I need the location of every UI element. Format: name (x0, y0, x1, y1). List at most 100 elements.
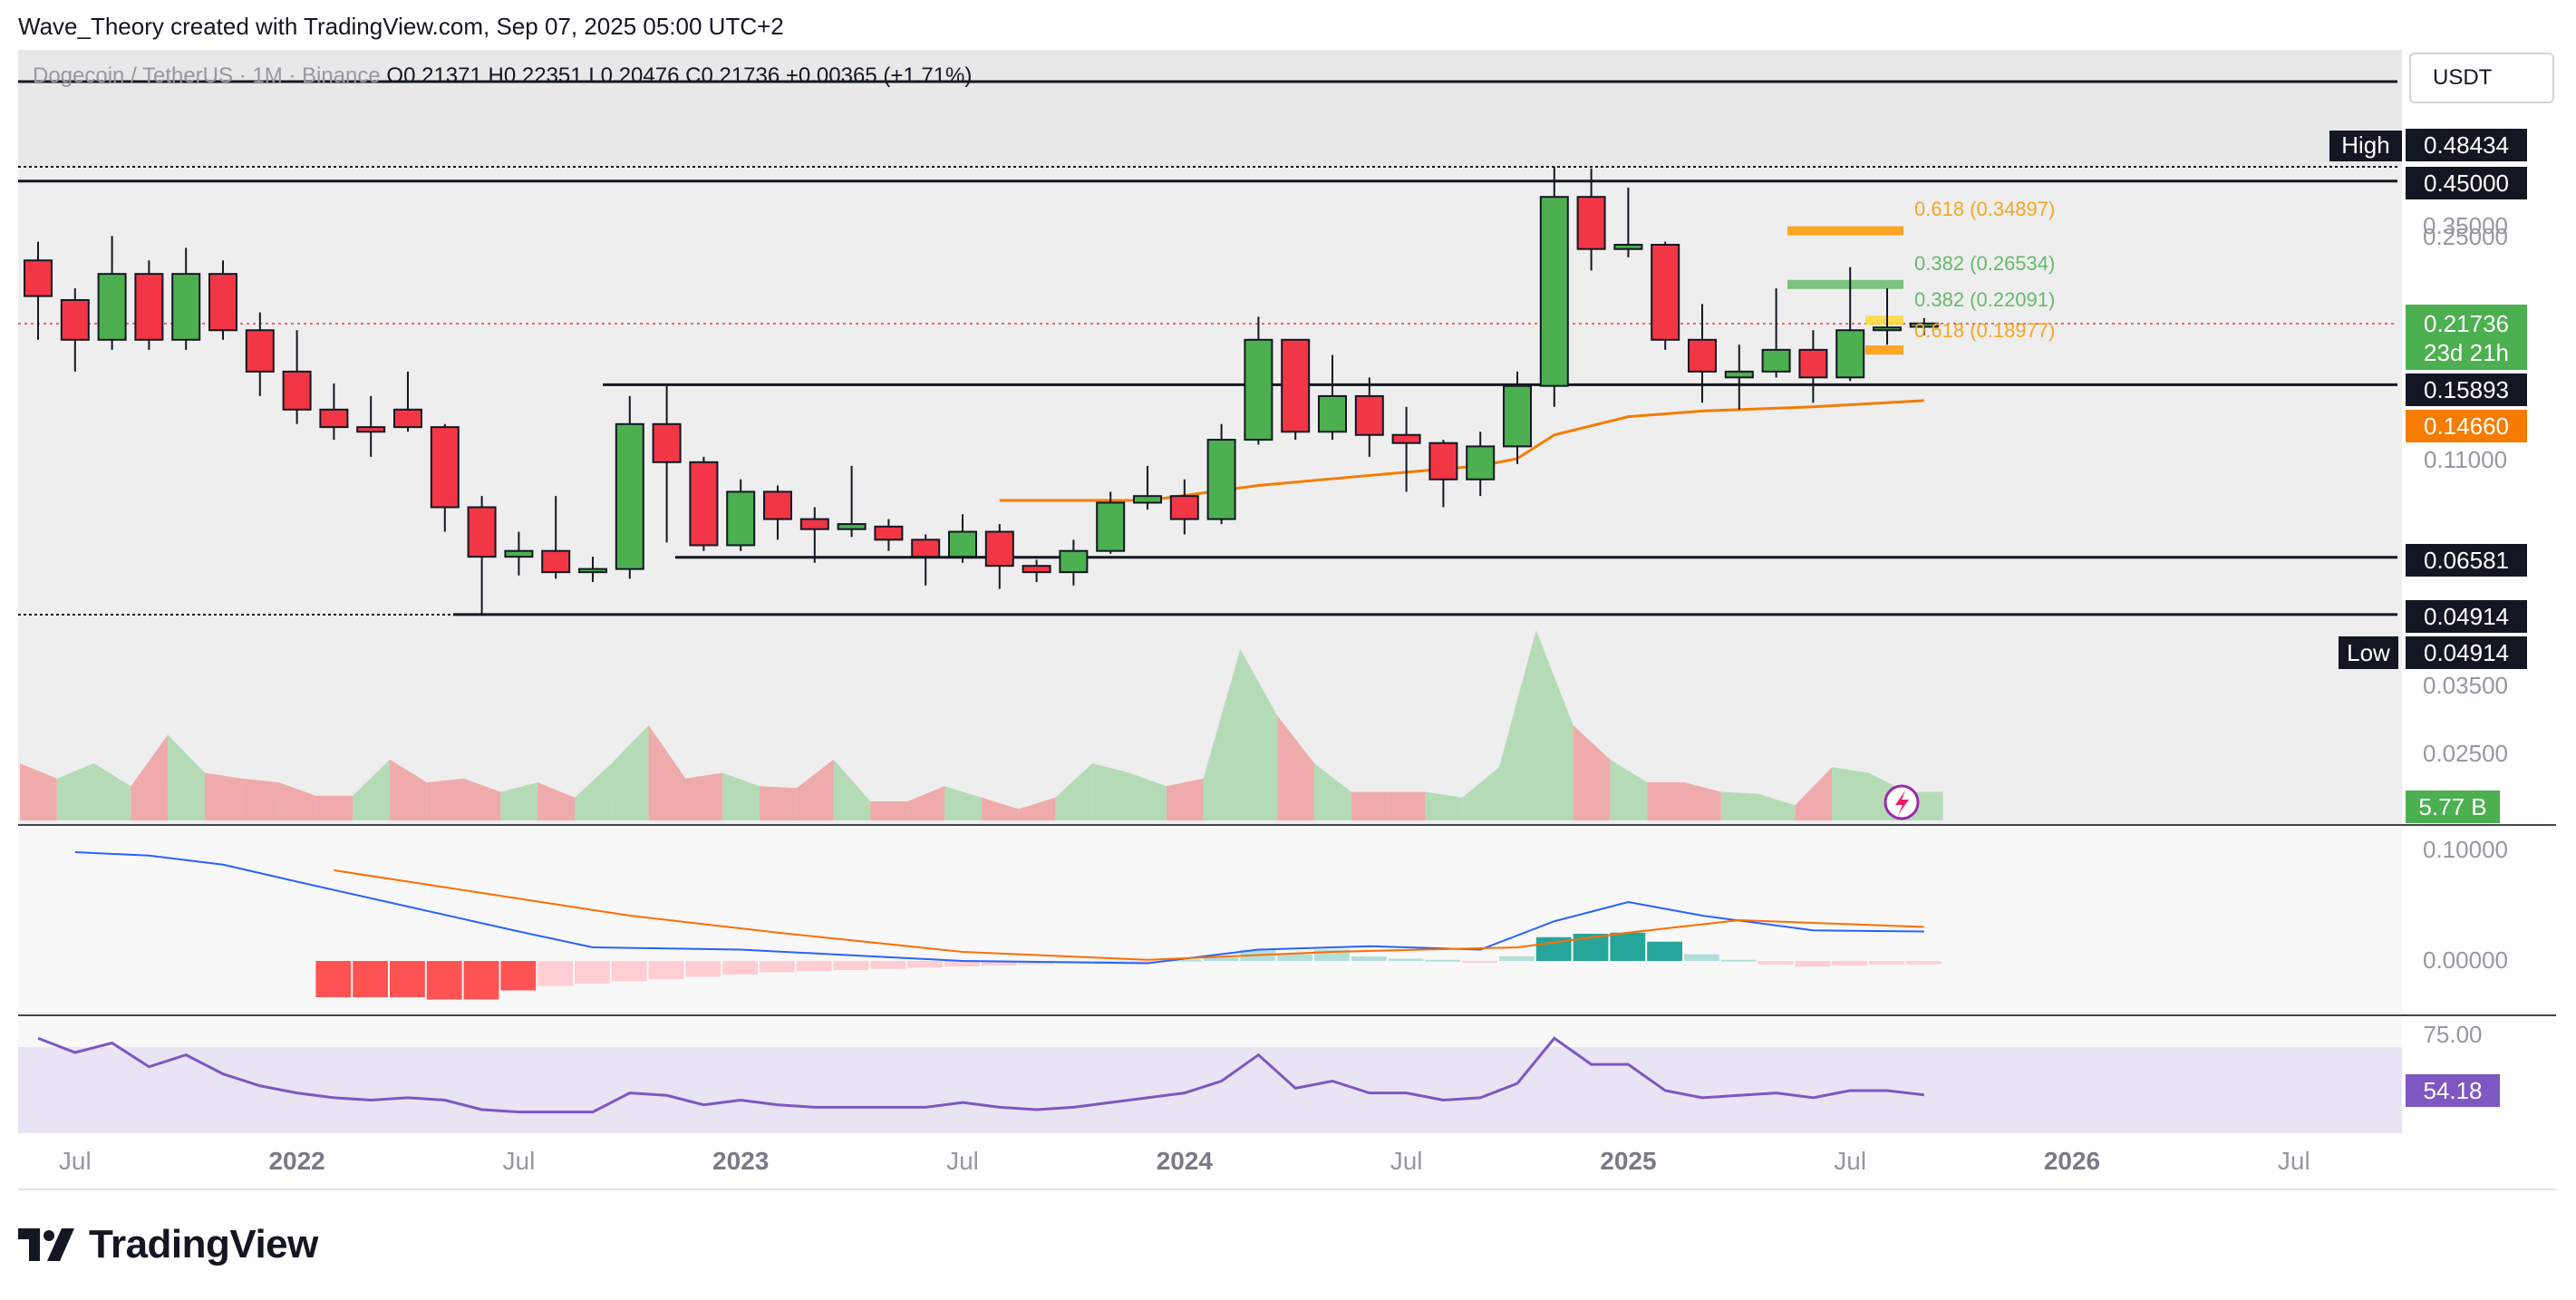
macd-histogram-bar (1462, 961, 1497, 963)
level-badge-0049-text: 0.04914 (2424, 603, 2509, 630)
rsi-band (18, 1047, 2402, 1133)
volume-bar (315, 795, 353, 820)
volume-histogram (20, 630, 1943, 820)
macd-histogram-bar (1758, 961, 1794, 965)
time-axis-tick: 2022 (268, 1147, 324, 1175)
tradingview-branding[interactable]: TradingView (18, 1222, 318, 1267)
candle-body (393, 408, 422, 429)
tradingview-wordmark: TradingView (89, 1222, 318, 1266)
macd-histogram-bar (1720, 959, 1757, 962)
currency-selector-button[interactable]: USDT (2409, 53, 2554, 103)
macd-histogram-bar (500, 961, 537, 991)
macd-histogram-bar (315, 961, 352, 997)
macd-histogram-bar (575, 961, 610, 984)
candle-body (97, 273, 127, 341)
volume-bar (796, 759, 834, 820)
price-panel-top-band (18, 50, 2402, 168)
macd-histogram-bar (760, 961, 795, 973)
macd-histogram-bar (1351, 956, 1387, 961)
candle-body (1169, 495, 1199, 520)
time-axis-tick: Jul (1834, 1147, 1866, 1175)
volume-bar (1055, 763, 1093, 820)
rsi-value-text: 54.18 (2423, 1077, 2482, 1104)
ohlc-low-label: L (588, 63, 601, 88)
symbol-name[interactable]: Dogecoin / TetherUS · 1M · Binance (33, 63, 381, 88)
macd-histogram-bar (1425, 959, 1461, 962)
candle-body (689, 461, 719, 547)
volume-bar (1129, 772, 1167, 820)
volume-bar (168, 734, 205, 820)
volume-bar (1610, 759, 1648, 820)
macd-histogram-bar (833, 961, 869, 970)
ohlc-close-label: C (685, 63, 702, 88)
candle-body (763, 490, 792, 520)
price-axis-tick: 0.25000 (2423, 223, 2508, 250)
volume-bar (1166, 778, 1204, 820)
candle-body (245, 329, 275, 373)
macd-histogram-bar (1610, 932, 1646, 961)
candle-body (984, 530, 1014, 568)
macd-signal-line (334, 869, 1924, 961)
candle-body (874, 525, 904, 541)
lightning-icon[interactable] (1884, 784, 1920, 820)
time-axis-tick: Jul (2278, 1147, 2310, 1175)
ohlc-high-label: H (488, 63, 504, 88)
countdown-text: 23d 21h (2424, 339, 2509, 366)
macd-histogram-bar (1388, 958, 1424, 961)
macd-histogram-bar (611, 961, 647, 982)
volume-bar (1795, 767, 1833, 820)
candle-body (652, 422, 682, 463)
volume-bar (1314, 763, 1351, 820)
candle-body (948, 530, 977, 558)
volume-bar (1388, 791, 1426, 820)
candle-body (1724, 370, 1754, 379)
level-badge-0065 (2406, 544, 2527, 577)
price-axis-tick: 0.11000 (2424, 446, 2507, 473)
volume-bar (1277, 715, 1314, 820)
candle-body (1022, 565, 1051, 574)
candle-body (1391, 433, 1421, 444)
chart-attribution: Wave_Theory created with TradingView.com… (18, 13, 784, 40)
current-price-badge (2406, 305, 2527, 370)
price-axis-tick: 0.02500 (2423, 740, 2508, 767)
ohlc-open: 0.21371 (403, 63, 482, 88)
high-tag-label: High (2341, 131, 2389, 159)
ohlc-legend[interactable]: Dogecoin / TetherUS · 1M · Binance O0.21… (33, 63, 972, 89)
rsi-line (37, 1036, 1924, 1114)
macd-histogram-bar (1684, 954, 1719, 961)
volume-bar (1573, 725, 1611, 820)
fib-label-upper-382: 0.382 (0.26534) (1914, 252, 2055, 275)
candle-body (430, 426, 460, 509)
volume-bar (463, 778, 501, 820)
high-tag-bg (2329, 131, 2402, 161)
rsi-axis-tick: 75.00 (2423, 1021, 2482, 1048)
macd-histogram-bar (390, 961, 425, 997)
macd-histogram-bar (1203, 957, 1239, 961)
volume-bar (833, 759, 871, 820)
volume-bar (353, 759, 390, 820)
volume-bar (20, 763, 57, 820)
macd-histogram-bar (1499, 956, 1535, 961)
fib-label-lower-618: 0.618 (0.18977) (1914, 319, 2055, 342)
volume-bar (648, 725, 686, 820)
candle-body (60, 298, 90, 341)
price-axis-tick: 0.03500 (2423, 672, 2508, 699)
volume-bar (1758, 793, 1796, 820)
volume-bar (1462, 767, 1499, 820)
volume-bar (870, 801, 908, 820)
price-axis-tick: 0.35000 (2423, 212, 2508, 239)
macd-histogram-bar (1905, 961, 1942, 965)
volume-bar (500, 782, 538, 820)
fib-label-lower-382: 0.382 (0.22091) (1914, 288, 2055, 311)
macd-histogram-bar (537, 961, 573, 986)
volume-bar (241, 778, 279, 820)
volume-bar (1203, 649, 1241, 820)
time-axis[interactable]: Jul 2022 Jul 2023 Jul 2024 Jul 2025 Jul 2026 Jul (59, 1147, 2310, 1175)
candle-body (1244, 338, 1273, 441)
macd-histogram-bar (1795, 961, 1831, 967)
macd-histogram-bar (1647, 941, 1682, 961)
volume-bar (278, 782, 316, 820)
high-value-text: 0.48434 (2424, 131, 2509, 159)
